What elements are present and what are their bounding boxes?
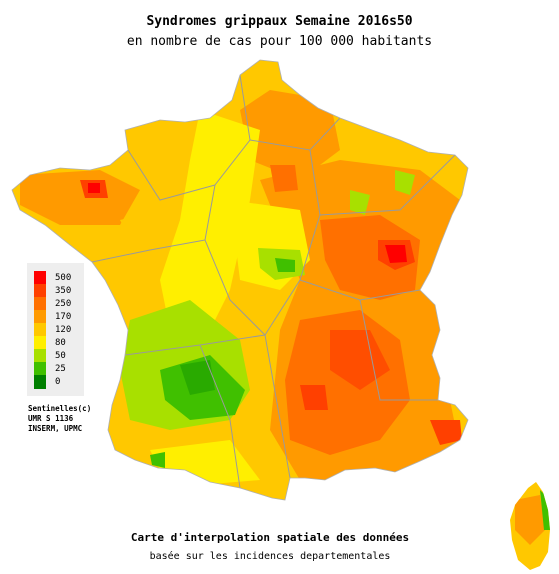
map-title: Syndromes grippaux Semaine 2016s50 (146, 14, 413, 29)
legend-label: 500 (55, 273, 72, 283)
legend-swatch (34, 323, 46, 337)
legend-item: 120 (34, 323, 84, 337)
legend-swatch (34, 284, 46, 298)
legend-item: 250 (34, 297, 84, 311)
footer-title: Carte d'interpolation spatiale des donné… (130, 531, 410, 544)
legend-label: 170 (55, 312, 72, 322)
legend-item: 0 (34, 375, 84, 389)
credits-line: INSERM, UPMC (28, 424, 83, 433)
legend: 500 350 250 170 120 80 50 25 0 (27, 263, 84, 396)
legend-swatch (34, 362, 46, 376)
credits: Sentinelles(c) UMR S 1136 INSERM, UPMC (28, 404, 91, 434)
legend-swatch (34, 271, 46, 285)
legend-item: 25 (34, 362, 84, 376)
legend-label: 350 (55, 286, 72, 296)
region-borders (91, 74, 456, 489)
legend-label: 250 (55, 299, 72, 309)
credits-line: Sentinelles(c) (28, 404, 92, 413)
footer-subtitle: basée sur les incidences departementales (149, 551, 391, 562)
legend-swatch (34, 349, 46, 363)
legend-label: 50 (55, 351, 66, 361)
credits-line: UMR S 1136 (28, 414, 74, 423)
legend-label: 120 (55, 325, 72, 335)
legend-label: 80 (55, 338, 66, 348)
france-outline (11, 59, 469, 501)
legend-item: 500 (34, 271, 84, 285)
legend-item: 50 (34, 349, 84, 363)
legend-swatch (34, 336, 46, 350)
legend-swatch (34, 297, 46, 311)
legend-item: 350 (34, 284, 84, 298)
legend-item: 80 (34, 336, 84, 350)
map-subtitle: en nombre de cas pour 100 000 habitants (126, 34, 433, 49)
legend-swatch (34, 375, 46, 389)
legend-item: 170 (34, 310, 84, 324)
legend-label: 25 (55, 364, 66, 374)
legend-label: 0 (55, 377, 61, 387)
legend-swatch (34, 310, 46, 324)
